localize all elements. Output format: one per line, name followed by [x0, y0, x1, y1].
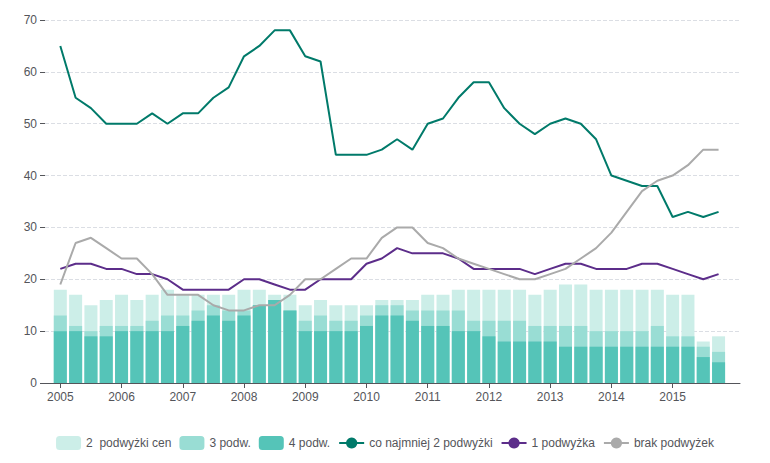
svg-text:2009: 2009 — [292, 390, 319, 404]
svg-text:70: 70 — [24, 13, 38, 27]
svg-text:1 podwyżka: 1 podwyżka — [532, 436, 596, 450]
svg-text:2008: 2008 — [231, 390, 258, 404]
svg-text:2011: 2011 — [415, 390, 441, 404]
svg-text:20: 20 — [24, 272, 38, 286]
svg-text:30: 30 — [24, 220, 38, 234]
svg-text:40: 40 — [24, 169, 38, 183]
svg-text:2012: 2012 — [476, 390, 503, 404]
svg-text:2010: 2010 — [353, 390, 380, 404]
svg-text:3 podw.: 3 podw. — [209, 436, 250, 450]
svg-text:co najmniej 2 podwyżki: co najmniej 2 podwyżki — [369, 436, 492, 450]
svg-text:60: 60 — [24, 65, 38, 79]
svg-text:2014: 2014 — [598, 390, 625, 404]
svg-text:2013: 2013 — [537, 390, 564, 404]
svg-text:50: 50 — [24, 117, 38, 131]
svg-text:2007: 2007 — [169, 390, 196, 404]
svg-text:2006: 2006 — [108, 390, 135, 404]
svg-text:4 podw.: 4 podw. — [289, 436, 330, 450]
svg-text:2 podwyżki cen: 2 podwyżki cen — [86, 436, 171, 450]
svg-text:2015: 2015 — [659, 390, 686, 404]
svg-text:0: 0 — [30, 376, 37, 390]
svg-text:brak podwyżek: brak podwyżek — [634, 436, 715, 450]
svg-text:2005: 2005 — [47, 390, 74, 404]
svg-text:10: 10 — [24, 324, 38, 338]
